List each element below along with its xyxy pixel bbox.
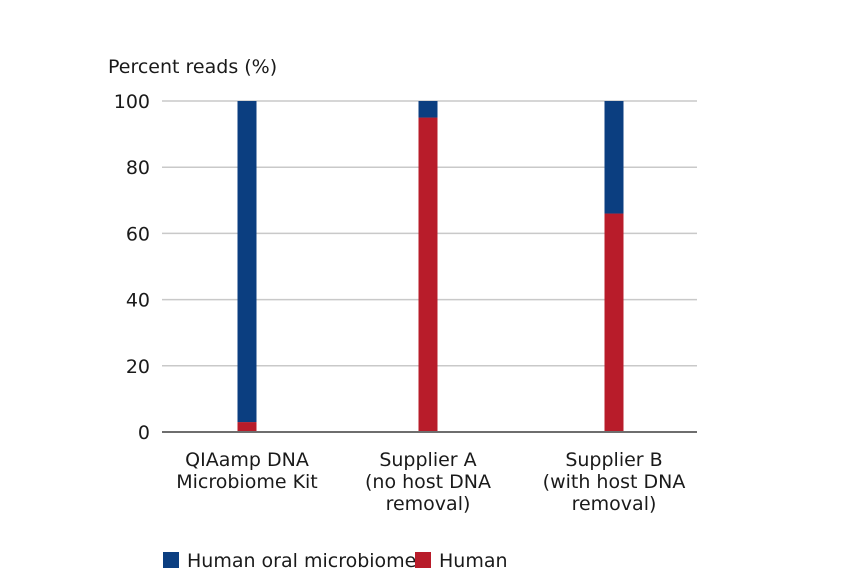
bars: [237, 101, 624, 433]
legend-swatch: [415, 552, 431, 568]
y-tick-label: 20: [126, 356, 150, 378]
x-category-label: (with host DNA: [543, 471, 686, 493]
legend-label: Human oral microbiome: [187, 550, 416, 572]
legend-swatch: [163, 552, 179, 568]
bar-segment-human-oral-microbiome: [604, 101, 624, 214]
legend: Human oral microbiome Human: [163, 550, 508, 572]
y-tick-label: 80: [126, 157, 150, 179]
y-tick-label: 100: [114, 91, 150, 113]
x-category-label: Supplier B: [565, 449, 662, 471]
x-category-label: QIAamp DNA: [185, 449, 309, 471]
x-category-label: Microbiome Kit: [176, 471, 318, 493]
x-category-label: Supplier A: [379, 449, 476, 471]
y-tick-label: 40: [126, 290, 150, 312]
bar-segment-human: [237, 422, 257, 432]
x-category-label: removal): [572, 493, 657, 515]
y-axis-title: Percent reads (%): [108, 56, 277, 78]
legend-label: Human: [439, 550, 508, 572]
x-category-label: (no host DNA: [365, 471, 491, 493]
bar-segment-human: [604, 213, 624, 432]
bar-segment-human-oral-microbiome: [237, 101, 257, 423]
x-category-label: removal): [386, 493, 471, 515]
bar-segment-human-oral-microbiome: [418, 101, 438, 118]
y-tick-label: 60: [126, 223, 150, 245]
y-tick-labels: 0 20 40 60 80 100: [114, 91, 150, 444]
bar-segment-human: [418, 117, 438, 433]
y-tick-label: 0: [138, 422, 150, 444]
